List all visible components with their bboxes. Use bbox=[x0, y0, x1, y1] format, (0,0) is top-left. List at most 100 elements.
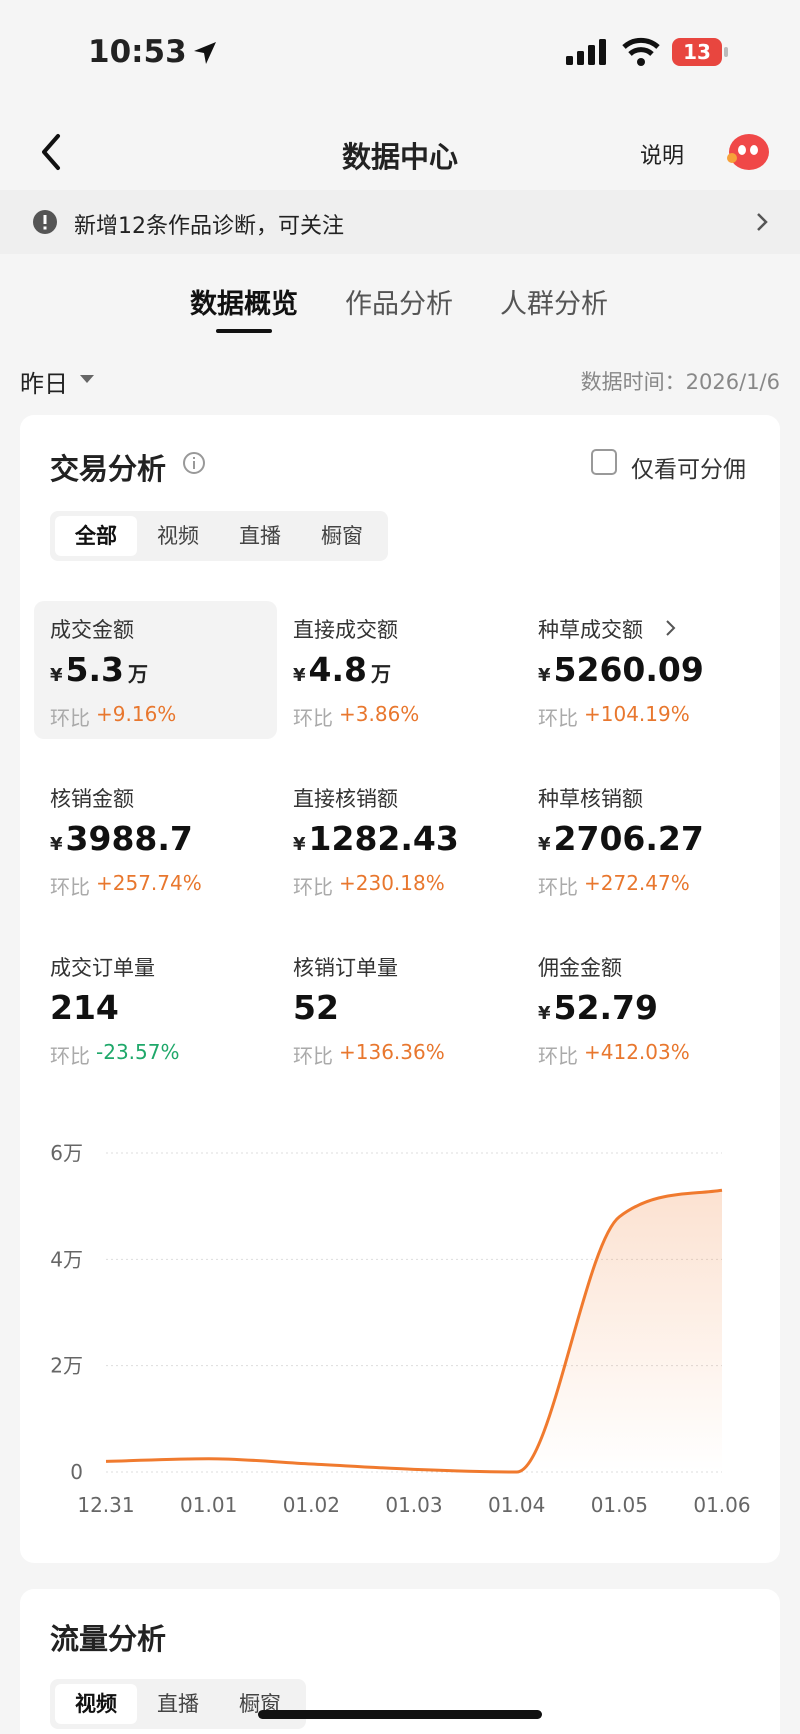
change-label: 环比 bbox=[50, 1044, 90, 1068]
battery-level: 13 bbox=[683, 40, 711, 64]
metric-value: 52 bbox=[293, 988, 339, 1027]
date-selector[interactable]: 昨日 bbox=[20, 370, 68, 398]
currency: ¥ bbox=[293, 834, 306, 855]
segment[interactable]: 视频 bbox=[157, 524, 199, 548]
change-value: -23.57% bbox=[96, 1040, 180, 1064]
metric-value: 214 bbox=[50, 988, 119, 1027]
metric-label: 核销订单量 bbox=[293, 956, 398, 980]
status-time: 10:53 bbox=[88, 34, 187, 70]
y-tick-label: 2万 bbox=[50, 1354, 83, 1378]
signal-icon bbox=[566, 39, 606, 65]
segment[interactable]: 直播 bbox=[239, 524, 281, 548]
metric-value: 1282.43 bbox=[308, 819, 459, 858]
x-tick-label: 01.05 bbox=[591, 1493, 648, 1517]
metric-label: 直接核销额 bbox=[293, 787, 398, 811]
nav-title: 数据中心 bbox=[341, 140, 458, 174]
x-tick-label: 01.01 bbox=[180, 1493, 237, 1517]
segment[interactable]: 直播 bbox=[157, 1692, 199, 1716]
x-tick-label: 12.31 bbox=[77, 1493, 134, 1517]
change-label: 环比 bbox=[50, 706, 90, 730]
checkbox[interactable] bbox=[591, 449, 617, 475]
info-icon[interactable] bbox=[182, 451, 206, 475]
currency: ¥ bbox=[538, 665, 551, 686]
change-value: +9.16% bbox=[96, 702, 177, 726]
metric-value: 2706.27 bbox=[553, 819, 704, 858]
metric-change-row: 环比 +136.36% bbox=[293, 1040, 445, 1069]
metric-label: 直接成交额 bbox=[293, 618, 398, 642]
currency: ¥ bbox=[293, 665, 306, 686]
currency: ¥ bbox=[538, 1003, 551, 1024]
tab[interactable]: 作品分析 bbox=[345, 289, 453, 320]
notice-bar[interactable] bbox=[0, 190, 800, 254]
segment-control: 视频 直播 橱窗 bbox=[50, 1679, 306, 1729]
battery-icon: 13 bbox=[672, 38, 722, 66]
metric-value-row: 214 bbox=[50, 988, 119, 1027]
metric-change-row: 环比 +230.18% bbox=[293, 871, 445, 900]
metric-value-row: ¥5.3 万 bbox=[50, 650, 148, 689]
metric-value-row: ¥1282.43 bbox=[293, 819, 459, 858]
metric-value: 52.79 bbox=[553, 988, 658, 1027]
notice-icon bbox=[33, 210, 57, 234]
metric-value-row: ¥2706.27 bbox=[538, 819, 704, 858]
change-label: 环比 bbox=[293, 1044, 333, 1068]
metric-label: 成交金额 bbox=[50, 618, 134, 642]
x-tick-label: 01.02 bbox=[283, 1493, 340, 1517]
tab-indicator bbox=[216, 329, 272, 333]
help-link[interactable]: 说明 bbox=[640, 144, 685, 169]
back-button[interactable] bbox=[36, 132, 66, 172]
dropdown-icon bbox=[80, 375, 94, 383]
metric-label: 成交订单量 bbox=[50, 956, 155, 980]
change-value: +104.19% bbox=[584, 702, 690, 726]
segment[interactable]: 橱窗 bbox=[321, 524, 363, 548]
card-title: 流量分析 bbox=[50, 1622, 167, 1656]
assistant-avatar[interactable] bbox=[724, 130, 774, 174]
wifi-icon bbox=[622, 37, 660, 66]
metric-value: 5260.09 bbox=[553, 650, 704, 689]
line bbox=[105, 1188, 723, 1474]
metric-value: 5.3 bbox=[65, 650, 124, 689]
battery-cap bbox=[724, 47, 728, 57]
x-tick-label: 01.03 bbox=[385, 1493, 442, 1517]
notice-arrow bbox=[757, 213, 768, 231]
metric-arrow bbox=[666, 620, 676, 636]
currency: ¥ bbox=[50, 834, 63, 855]
change-label: 环比 bbox=[538, 1044, 578, 1068]
change-value: +230.18% bbox=[339, 871, 445, 895]
card-title: 交易分析 bbox=[50, 452, 167, 486]
y-tick-label: 6万 bbox=[50, 1141, 83, 1165]
metric-change-row: 环比 +412.03% bbox=[538, 1040, 690, 1069]
change-label: 环比 bbox=[50, 875, 90, 899]
notice-text: 新增12条作品诊断，可关注 bbox=[74, 214, 344, 239]
metric-change-row: 环比 +272.47% bbox=[538, 871, 690, 900]
chart: 0 2万 4万 6万 12.31 01.01 01.02 01.03 01.04 01.05 01.… bbox=[50, 1141, 750, 1517]
currency: ¥ bbox=[538, 834, 551, 855]
segment[interactable]: 全部 bbox=[55, 516, 137, 556]
metric-change-row: 环比 +3.86% bbox=[293, 702, 419, 731]
change-label: 环比 bbox=[293, 706, 333, 730]
change-label: 环比 bbox=[538, 875, 578, 899]
change-value: +136.36% bbox=[339, 1040, 445, 1064]
unit: 万 bbox=[371, 662, 391, 686]
unit: 万 bbox=[128, 662, 148, 686]
currency: ¥ bbox=[50, 665, 63, 686]
tab[interactable]: 人群分析 bbox=[500, 289, 608, 320]
metric-label: 佣金金额 bbox=[538, 956, 622, 980]
change-value: +257.74% bbox=[96, 871, 202, 895]
metric-change-row: 环比 +9.16% bbox=[50, 702, 176, 731]
data-time: 数据时间：2026/1/6 bbox=[580, 370, 780, 394]
y-tick-label: 4万 bbox=[50, 1247, 83, 1271]
metric-value-row: ¥52.79 bbox=[538, 988, 658, 1027]
tab[interactable]: 数据概览 bbox=[190, 289, 298, 320]
change-value: +412.03% bbox=[584, 1040, 690, 1064]
metric-value-row: ¥3988.7 bbox=[50, 819, 193, 858]
line-area bbox=[106, 1190, 722, 1472]
segment[interactable]: 视频 bbox=[55, 1684, 137, 1724]
metric-label: 种草核销额 bbox=[538, 787, 643, 811]
change-label: 环比 bbox=[538, 706, 578, 730]
metric-change-row: 环比 -23.57% bbox=[50, 1040, 179, 1069]
metric-value-row: 52 bbox=[293, 988, 339, 1027]
metric-label: 种草成交额 bbox=[538, 618, 643, 642]
metric-value-row: ¥5260.09 bbox=[538, 650, 704, 689]
metric-change-row: 环比 +104.19% bbox=[538, 702, 690, 731]
